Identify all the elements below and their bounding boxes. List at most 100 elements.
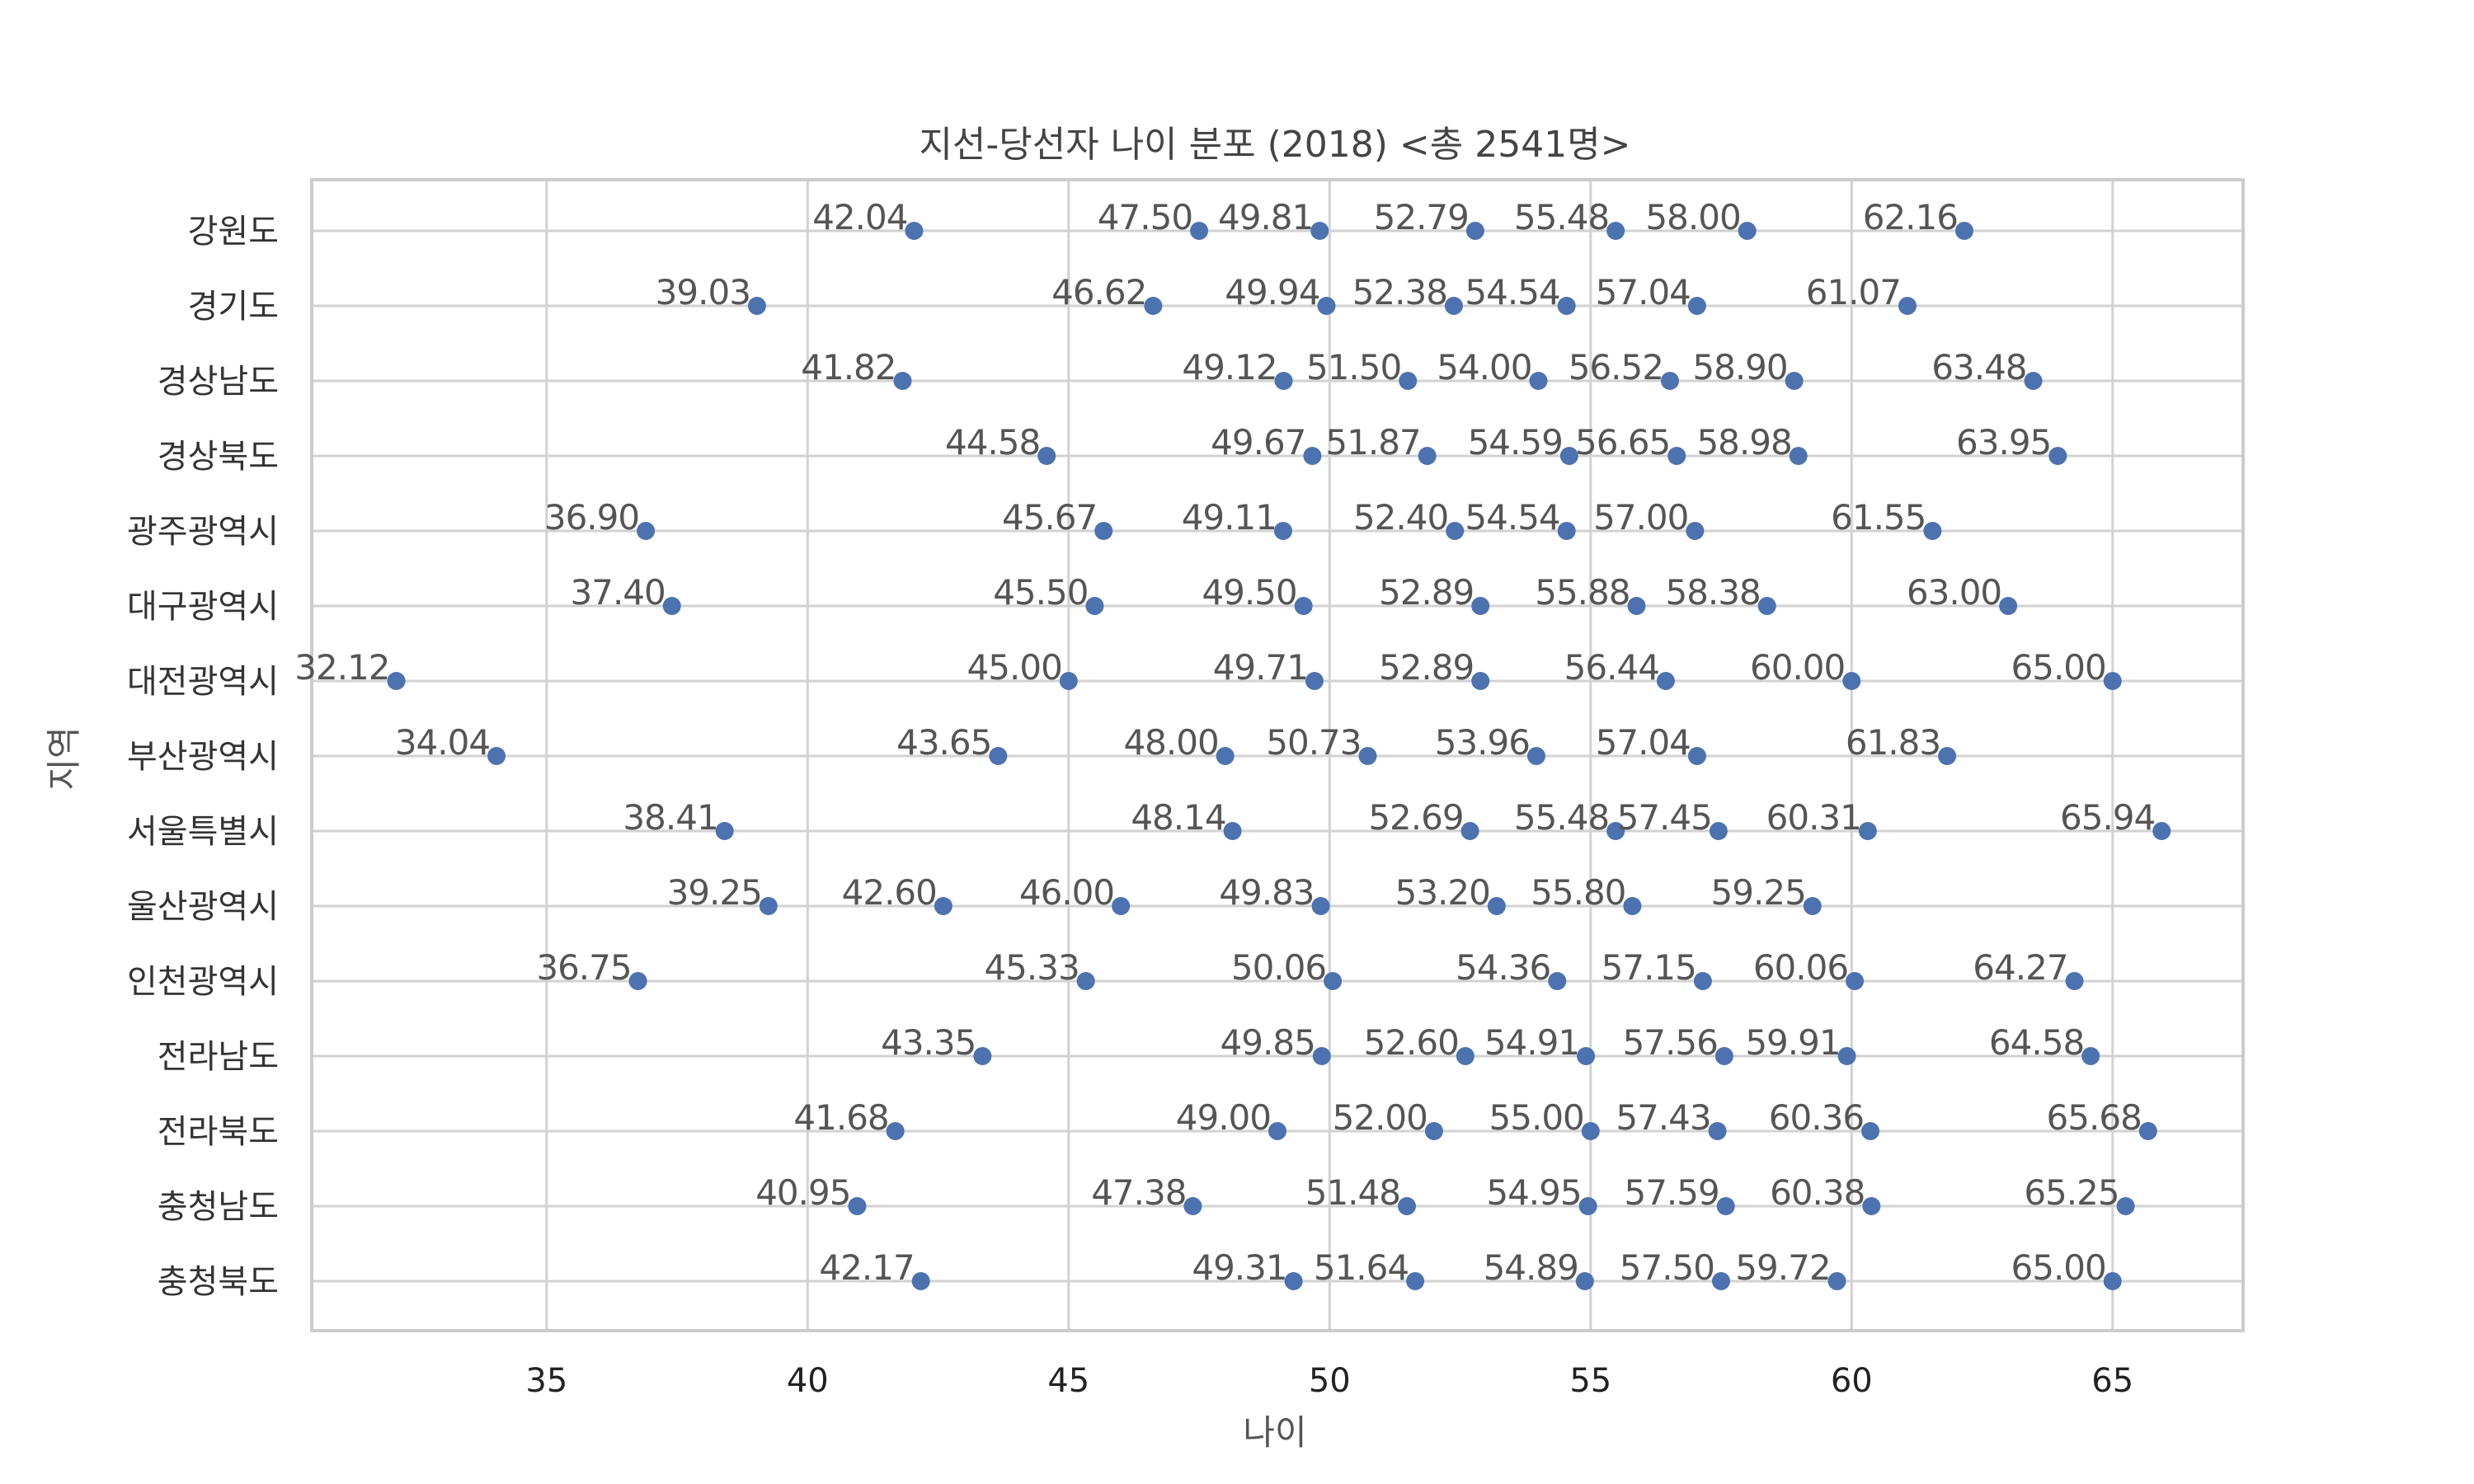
data-point [1456,1047,1475,1065]
x-tick-label: 40 [787,1362,829,1400]
data-point [637,522,656,540]
data-point [1785,372,1804,390]
data-point [2116,1197,2135,1215]
y-tick-label: 대전광역시 [127,663,279,701]
data-label: 63.00 [1907,572,2001,613]
data-point [1708,1122,1727,1140]
data-point [1923,522,1942,540]
data-label: 60.00 [1750,647,1845,688]
x-tick-label: 55 [1569,1362,1611,1400]
data-point [1274,372,1293,390]
data-point [1716,1197,1735,1215]
data-point [1223,822,1242,840]
x-tick-label: 35 [525,1362,567,1400]
data-label: 53.96 [1435,722,1530,763]
data-point [1444,297,1463,315]
data-point [1757,597,1776,615]
data-label: 60.36 [1769,1097,1864,1138]
data-label: 39.03 [656,272,750,312]
data-label: 49.00 [1176,1097,1271,1138]
data-label: 58.00 [1645,197,1740,237]
data-label: 65.00 [2011,1247,2106,1288]
data-label: 59.25 [1711,872,1806,913]
data-label: 57.45 [1617,797,1712,838]
data-label: 65.68 [2047,1097,2142,1138]
data-label: 61.07 [1806,272,1901,312]
data-label: 57.04 [1596,722,1691,763]
data-label: 52.40 [1353,497,1448,538]
data-label: 44.58 [945,422,1040,463]
data-point [893,372,912,390]
data-point [1557,522,1576,540]
data-label: 58.98 [1696,422,1791,463]
data-point [1714,1047,1733,1065]
data-label: 64.27 [1973,947,2067,988]
data-point [1305,672,1324,690]
data-point [1709,822,1728,840]
data-point [1397,1197,1416,1215]
data-label: 48.14 [1131,797,1225,838]
data-point [747,297,766,315]
data-point [1842,672,1861,690]
data-label: 54.89 [1484,1247,1578,1288]
data-point [715,822,734,840]
y-tick-label: 경기도 [188,288,279,326]
y-tick-label: 강원도 [188,213,279,251]
data-label: 54.59 [1468,422,1563,463]
data-label: 46.00 [1019,872,1114,913]
data-point [1862,1197,1881,1215]
data-label: 57.04 [1596,272,1691,312]
data-label: 62.16 [1863,197,1958,237]
data-point [1216,747,1235,765]
data-label: 54.00 [1437,347,1531,387]
data-point [487,747,506,765]
data-label: 59.91 [1745,1022,1840,1063]
data-point [1183,1197,1202,1215]
data-label: 41.82 [801,347,896,387]
data-label: 55.48 [1514,797,1609,838]
data-point [759,897,778,915]
data-point [1418,447,1437,465]
y-tick-label: 인천광역시 [127,963,279,1001]
data-point [1861,1122,1880,1140]
data-point [1446,522,1465,540]
data-label: 55.80 [1531,872,1625,913]
data-label: 57.43 [1616,1097,1710,1138]
data-point [1627,597,1646,615]
data-point [1656,672,1675,690]
data-label: 49.85 [1221,1022,1315,1063]
y-tick-label: 경상북도 [158,438,279,476]
data-label: 43.65 [896,722,991,763]
data-label: 41.68 [793,1097,888,1138]
y-tick-label: 광주광역시 [127,513,279,551]
data-label: 49.71 [1213,647,1308,688]
data-point [1460,822,1479,840]
data-point [1712,1272,1731,1290]
data-label: 49.11 [1182,497,1277,538]
data-point [2138,1122,2157,1140]
y-tick-labels: 강원도경기도경상남도경상북도광주광역시대구광역시대전광역시부산광역시서울특별시울… [127,213,279,1301]
data-label: 46.62 [1051,272,1146,312]
data-point [1268,1122,1286,1140]
data-label: 40.95 [755,1172,850,1213]
data-label: 58.90 [1692,347,1787,387]
data-point [1059,672,1078,690]
data-label: 55.48 [1514,197,1609,237]
data-point [2024,372,2043,390]
y-tick-label: 울산광역시 [127,888,279,926]
data-label: 53.20 [1395,872,1490,913]
data-label: 57.56 [1623,1022,1718,1063]
data-label: 49.50 [1202,572,1296,613]
data-point [1487,897,1506,915]
data-label: 65.00 [2011,647,2106,688]
data-point [1190,222,1209,240]
data-point [1358,747,1377,765]
data-point [1686,522,1705,540]
data-label: 52.00 [1333,1097,1427,1138]
x-axis-label: 나이 [1243,1412,1306,1453]
data-point [1687,747,1706,765]
grid [312,180,2243,1331]
data-point [2065,972,2084,990]
data-label: 56.44 [1564,647,1659,688]
data-point [1954,222,1973,240]
